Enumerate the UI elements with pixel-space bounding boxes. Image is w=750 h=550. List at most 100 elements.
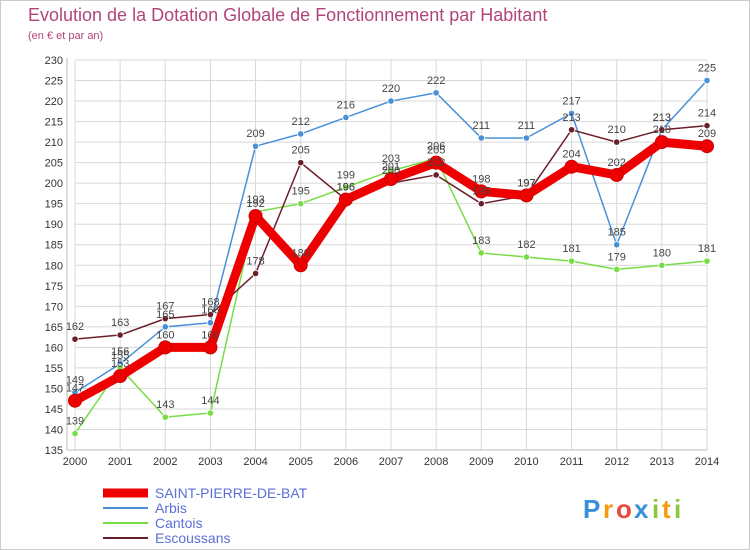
data-point-cantois (206, 409, 215, 417)
data-point-arbis (477, 134, 485, 142)
logo-letter: P (583, 494, 600, 524)
data-label-saint-pierre-de-bat: 205 (427, 145, 445, 157)
data-label-escoussans: 178 (246, 255, 264, 267)
data-label-arbis: 209 (246, 128, 264, 140)
y-tick-label: 160 (45, 342, 63, 354)
data-label-arbis: 216 (337, 99, 355, 111)
data-point-escoussans (206, 310, 215, 319)
data-label-escoussans: 196 (337, 182, 355, 194)
data-label-cantois: 183 (472, 235, 490, 247)
data-label-escoussans: 163 (111, 317, 129, 329)
y-tick-label: 140 (45, 424, 63, 436)
data-label-saint-pierre-de-bat: 147 (66, 383, 84, 395)
data-label-saint-pierre-de-bat: 192 (246, 198, 264, 210)
data-label-cantois: 143 (156, 399, 174, 411)
data-point-arbis (613, 241, 621, 249)
data-label-saint-pierre-de-bat: 201 (382, 161, 400, 173)
legend-label-saint-pierre-de-bat: SAINT-PIERRE-DE-BAT (155, 485, 308, 501)
y-tick-label: 190 (45, 219, 63, 231)
data-label-escoussans: 202 (427, 157, 445, 169)
data-point-saint-pierre-de-bat (293, 258, 308, 273)
series-layer (68, 76, 714, 438)
x-tick-label: 2003 (198, 456, 222, 468)
logo-letter: x (634, 494, 649, 524)
x-tick-label: 2012 (604, 456, 628, 468)
data-label-saint-pierre-de-bat: 210 (653, 124, 671, 136)
data-label-saint-pierre-de-bat: 180 (292, 247, 310, 259)
data-label-cantois: 179 (608, 251, 626, 263)
data-label-escoussans: 162 (66, 321, 84, 333)
y-tick-label: 230 (45, 55, 63, 67)
data-label-saint-pierre-de-bat: 196 (337, 182, 355, 194)
data-point-cantois (297, 200, 305, 208)
data-point-saint-pierre-de-bat (203, 340, 218, 355)
y-tick-label: 170 (45, 301, 63, 313)
x-tick-label: 2010 (514, 456, 538, 468)
y-tick-label: 180 (45, 260, 63, 272)
data-point-saint-pierre-de-bat (700, 139, 714, 154)
data-label-escoussans: 168 (201, 297, 219, 309)
y-tick-label: 165 (45, 322, 63, 334)
data-label-saint-pierre-de-bat: 160 (201, 329, 219, 341)
y-tick-label: 175 (45, 281, 63, 293)
y-tick-label: 135 (45, 445, 63, 457)
data-point-cantois (613, 265, 621, 273)
y-tick-label: 205 (45, 158, 63, 170)
data-label-cantois: 181 (562, 243, 580, 255)
data-label-arbis: 211 (473, 120, 491, 132)
data-point-arbis (522, 134, 531, 142)
data-point-cantois (71, 429, 79, 438)
data-point-saint-pierre-de-bat (564, 159, 579, 174)
data-label-cantois: 181 (698, 243, 716, 255)
data-point-saint-pierre-de-bat (429, 155, 444, 170)
data-point-cantois (161, 413, 169, 421)
data-label-arbis: 156 (111, 346, 129, 358)
data-label-saint-pierre-de-bat: 198 (472, 173, 490, 185)
data-label-cantois: 155 (111, 350, 129, 362)
data-point-saint-pierre-de-bat (338, 192, 353, 207)
y-tick-label: 200 (45, 178, 63, 190)
data-label-saint-pierre-de-bat: 209 (698, 128, 716, 140)
data-point-escoussans (432, 171, 440, 179)
x-tick-label: 2002 (153, 456, 177, 468)
data-point-arbis (567, 109, 576, 117)
data-point-saint-pierre-de-bat (248, 209, 263, 223)
data-label-escoussans: 200 (382, 165, 400, 177)
data-label-saint-pierre-de-bat: 202 (608, 157, 626, 169)
data-label-escoussans: 210 (608, 124, 626, 136)
data-point-escoussans (251, 269, 260, 278)
data-point-cantois (658, 261, 666, 269)
legend-label-arbis: Arbis (155, 500, 187, 516)
legend-label-cantois: Cantois (155, 515, 202, 531)
data-label-arbis: 217 (562, 95, 580, 107)
data-point-saint-pierre-de-bat (609, 167, 624, 182)
y-tick-label: 210 (45, 137, 63, 149)
data-point-escoussans (703, 122, 711, 130)
data-point-cantois (703, 257, 711, 265)
data-point-cantois (567, 257, 576, 265)
data-point-cantois (477, 249, 485, 257)
logo-letter: t (662, 494, 671, 524)
data-label-cantois: 144 (201, 395, 219, 407)
legend: SAINT-PIERRE-DE-BATArbisCantoisEscoussan… (103, 485, 308, 546)
x-tick-label: 2009 (469, 456, 493, 468)
data-label-escoussans: 213 (653, 112, 671, 124)
data-label-escoussans: 205 (292, 145, 310, 157)
data-label-arbis: 166 (201, 305, 219, 317)
data-point-arbis (251, 142, 260, 150)
data-label-cantois: 199 (337, 169, 355, 181)
data-label-arbis: 213 (653, 112, 671, 124)
x-tick-label: 2000 (63, 456, 87, 468)
x-tick-label: 2011 (560, 456, 584, 468)
data-label-saint-pierre-de-bat: 204 (562, 149, 580, 161)
data-label-cantois: 139 (66, 416, 84, 428)
data-point-arbis (387, 97, 395, 105)
data-point-escoussans (71, 335, 79, 343)
data-point-saint-pierre-de-bat (113, 369, 128, 384)
x-tick-label: 2008 (424, 456, 448, 468)
y-tick-label: 215 (45, 117, 63, 129)
data-label-arbis: 165 (156, 309, 174, 321)
data-point-arbis (297, 130, 305, 138)
